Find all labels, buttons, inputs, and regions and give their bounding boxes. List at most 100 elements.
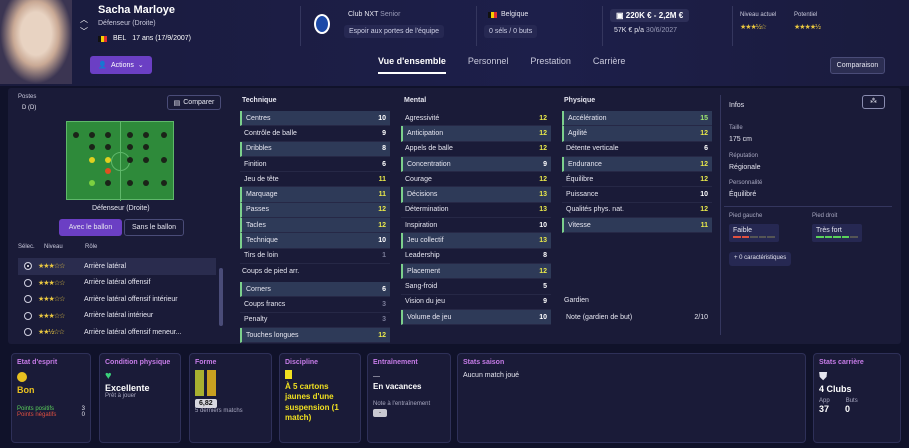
belgium-flag-icon xyxy=(488,11,497,18)
attribute-row[interactable]: Inspiration 10 xyxy=(401,218,551,234)
chevron-down-icon[interactable]: ﹀ xyxy=(80,27,88,36)
attribute-row[interactable]: Centres 10 xyxy=(240,111,390,127)
info-icon[interactable]: ⁂ xyxy=(862,95,885,109)
attribute-value: 10 xyxy=(539,221,547,229)
attribute-row[interactable]: Sang-froid 5 xyxy=(401,279,551,295)
role-row[interactable]: ★★★☆☆ Arrière latéral intérieur xyxy=(18,308,216,325)
attribute-row[interactable]: Agressivité 12 xyxy=(401,111,551,127)
tab-performance[interactable]: Prestation xyxy=(530,56,571,66)
attribute-name: Finition xyxy=(244,160,267,168)
attribute-row[interactable]: Jeu de tête 11 xyxy=(240,172,390,188)
attribute-row[interactable]: Jeu collectif 13 xyxy=(401,233,551,249)
attribute-row[interactable]: Endurance 12 xyxy=(562,156,712,173)
roles-scrollbar[interactable] xyxy=(219,268,223,326)
compare-button[interactable]: ▤ Comparer xyxy=(167,95,221,110)
attribute-name: Accélération xyxy=(568,114,607,122)
attribute-row[interactable]: Penalty 3 xyxy=(240,313,390,328)
club-name[interactable]: Club NXT Senior xyxy=(348,11,401,18)
belgium-flag-icon xyxy=(98,35,107,42)
attribute-row[interactable]: Marquage 11 xyxy=(240,187,390,203)
discipline-card[interactable]: Discipline À 5 cartons jaunes d'une susp… xyxy=(279,353,361,443)
attribute-name: Passes xyxy=(246,206,269,214)
attribute-row[interactable]: Agilité 12 xyxy=(562,126,712,142)
attribute-row[interactable]: Coups francs 3 xyxy=(240,297,390,313)
attribute-row[interactable]: Technique 10 xyxy=(240,233,390,249)
attribute-name: Corners xyxy=(246,285,271,293)
attribute-row[interactable]: Leadership 8 xyxy=(401,249,551,264)
attribute-name: Coups francs xyxy=(244,300,286,308)
attribute-row[interactable]: Puissance 10 xyxy=(562,187,712,203)
attribute-row[interactable]: Tacles 12 xyxy=(240,218,390,234)
comparison-button[interactable]: Comparaison xyxy=(830,57,885,74)
attribute-row[interactable]: Vision du jeu 9 xyxy=(401,295,551,310)
attribute-row[interactable]: Décisions 13 xyxy=(401,187,551,203)
transfer-value[interactable]: ▣ 220K € - 2,2M € xyxy=(610,9,690,22)
attribute-row[interactable]: Anticipation 12 xyxy=(401,126,551,142)
attribute-row[interactable]: Accélération 15 xyxy=(562,111,712,127)
without-ball-toggle[interactable]: Sans le ballon xyxy=(124,219,184,236)
attribute-row[interactable]: Touches longues 12 xyxy=(240,327,390,344)
pers-value: Équilibré xyxy=(729,191,757,198)
career-stats-card[interactable]: Stats carrière ⛊ 4 Clubs App Buts 37 0 xyxy=(813,353,901,443)
radio xyxy=(24,311,32,320)
attribute-row[interactable]: Courage 12 xyxy=(401,172,551,188)
attribute-name: Vision du jeu xyxy=(405,298,445,306)
attribute-row[interactable]: Placement 12 xyxy=(401,263,551,280)
role-row[interactable]: ★★★☆☆ Arrière latéral xyxy=(18,258,216,275)
country-name[interactable]: Belgique xyxy=(488,11,528,18)
condition-card[interactable]: Condition physique ♥ Excellente Prêt à j… xyxy=(99,353,181,443)
divider xyxy=(300,6,301,46)
chevron-up-icon[interactable]: ︿ xyxy=(80,15,88,24)
role-row[interactable]: ★★★☆☆ Arrière latéral offensif xyxy=(18,275,216,292)
attribute-row[interactable]: Contrôle de balle 9 xyxy=(240,126,390,142)
attribute-row[interactable]: Appels de balle 12 xyxy=(401,142,551,157)
attribute-name: Agilité xyxy=(568,129,588,137)
attribute-row[interactable]: Vitesse 11 xyxy=(562,218,712,234)
attribute-value: 12 xyxy=(378,206,386,214)
attribute-name: Détermination xyxy=(405,206,449,214)
technique-title: Technique xyxy=(242,97,277,104)
attribute-value: 13 xyxy=(539,237,547,245)
attribute-row[interactable]: Finition 6 xyxy=(240,157,390,173)
attribute-row[interactable]: Détente verticale 6 xyxy=(562,142,712,157)
club-logo[interactable] xyxy=(314,14,330,34)
traits-button[interactable]: + 0 caractéristiques xyxy=(729,252,792,266)
attribute-row[interactable]: Volume de jeu 10 xyxy=(401,309,551,326)
attribute-row[interactable]: Concentration 9 xyxy=(401,156,551,173)
attribute-row[interactable]: Dribbles 8 xyxy=(240,141,390,157)
attribute-value: 5 xyxy=(543,282,547,290)
actions-button[interactable]: 👤 Actions ⌄ xyxy=(90,56,152,74)
attribute-row[interactable]: Équilibre 12 xyxy=(562,172,712,188)
player-nation-age: BEL 17 ans (17/9/2007) xyxy=(98,35,191,42)
season-stats-card[interactable]: Stats saison Aucun match joué xyxy=(457,353,806,443)
role-row[interactable]: ★★★☆☆ Arrière latéral offensif intérieur xyxy=(18,291,216,308)
tab-overview[interactable]: Vue d'ensemble xyxy=(378,56,446,74)
attribute-row[interactable]: Corners 6 xyxy=(240,282,390,298)
attribute-row[interactable]: Tirs de loin 1 xyxy=(240,249,390,264)
attribute-row[interactable]: Détermination 13 xyxy=(401,203,551,219)
attribute-value: 12 xyxy=(539,129,547,137)
attribute-value: 12 xyxy=(378,331,386,339)
attribute-name: Détente verticale xyxy=(566,145,619,153)
attribute-name: Anticipation xyxy=(407,129,444,137)
positions-title: Postes xyxy=(18,94,37,100)
with-ball-toggle[interactable]: Avec le ballon xyxy=(59,219,122,236)
left-foot-value: Faible xyxy=(729,224,779,242)
attribute-name: Équilibre xyxy=(566,175,594,183)
mood-card[interactable]: Etat d'esprit Bon Points positifs 3 Point… xyxy=(11,353,91,443)
attribute-name: Endurance xyxy=(568,160,602,168)
form-card[interactable]: Forme 6,82 5 derniers matchs xyxy=(189,353,272,443)
tab-bar: Vue d'ensemble Personnel Prestation Carr… xyxy=(378,56,625,74)
tab-career[interactable]: Carrière xyxy=(592,56,626,66)
attribute-value: 11 xyxy=(378,191,386,199)
country-stats: 0 séls / 0 buts xyxy=(484,25,538,38)
attribute-value: 11 xyxy=(700,221,708,229)
mood-icon xyxy=(17,372,27,382)
attribute-value: 12 xyxy=(700,129,708,137)
attribute-row[interactable]: Passes 12 xyxy=(240,202,390,219)
training-card[interactable]: Entraînement — En vacances Note à l'entr… xyxy=(367,353,451,443)
tab-personal[interactable]: Personnel xyxy=(467,56,509,66)
attribute-row[interactable]: Qualités phys. nat. 12 xyxy=(562,203,712,219)
role-row[interactable]: ★★½☆☆ Arrière latéral offensif meneur... xyxy=(18,324,216,341)
player-age: 17 ans (17/9/2007) xyxy=(132,35,191,42)
